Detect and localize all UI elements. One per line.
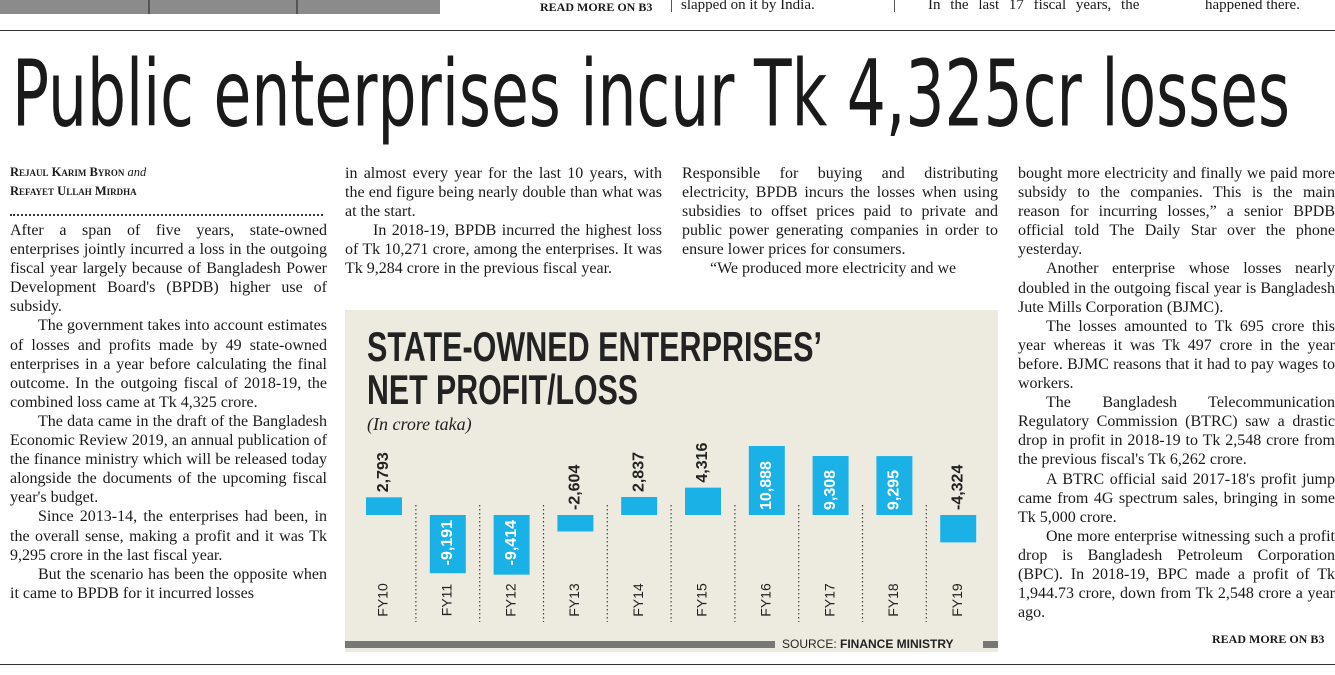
strip-text: happened there. bbox=[1205, 0, 1300, 13]
bar bbox=[493, 515, 530, 575]
chart-title: STATE-OWNED ENTERPRISES’ bbox=[367, 323, 822, 370]
bar bbox=[812, 456, 849, 515]
x-tick-label: FY12 bbox=[502, 583, 518, 617]
bar bbox=[685, 487, 721, 515]
paragraph: The data came in the draft of the Bangla… bbox=[10, 412, 327, 507]
value-label: 10,888 bbox=[758, 461, 775, 510]
author: Refayet Ullah Mirdha bbox=[10, 184, 137, 198]
chart-subtitle: (In crore taka) bbox=[367, 414, 472, 435]
value-label: 4,316 bbox=[694, 443, 711, 483]
column: Responsible for buying and distributing … bbox=[682, 164, 998, 304]
paragraph: bought more electricity and finally we p… bbox=[1018, 165, 1335, 259]
separator: | bbox=[670, 0, 674, 13]
paragraph: in almost every year for the last 10 yea… bbox=[345, 165, 662, 221]
value-label: -9,191 bbox=[439, 520, 456, 565]
source-bar bbox=[345, 641, 775, 648]
x-tick-label: FY10 bbox=[375, 583, 391, 617]
paragraph: A BTRC official said 2017-18's profit ju… bbox=[1018, 470, 1335, 526]
headline: Public enterprises incur Tk 4,325cr loss… bbox=[12, 40, 1290, 147]
source-label: SOURCE: bbox=[782, 637, 837, 651]
strip-text: In the last 17 fiscal years, the bbox=[928, 0, 1140, 13]
read-more: READ MORE ON B3 bbox=[540, 0, 653, 14]
value-label: 2,837 bbox=[630, 452, 647, 492]
byline: Rejaul Karim Byron and Refayet Ullah Mir… bbox=[10, 163, 146, 201]
paragraph: Another enterprise whose losses nearly d… bbox=[1018, 260, 1335, 316]
x-tick-label: FY14 bbox=[630, 583, 646, 617]
paragraph: “We produced more electricity and we bbox=[710, 260, 957, 278]
separator: | bbox=[893, 0, 897, 13]
source: FINANCE MINISTRY bbox=[840, 637, 954, 651]
bar bbox=[876, 456, 913, 515]
paragraph: After a span of five years, state-owned … bbox=[10, 222, 327, 316]
bar bbox=[429, 515, 466, 574]
x-tick-label: FY18 bbox=[885, 583, 901, 617]
x-tick-label: FY11 bbox=[439, 584, 455, 617]
paragraph: The losses amounted to Tk 695 crore this… bbox=[1018, 317, 1335, 393]
x-tick-label: FY13 bbox=[566, 583, 582, 617]
chart: STATE-OWNED ENTERPRISES’ NET PROFIT/LOSS… bbox=[345, 310, 998, 652]
column: bought more electricity and finally we p… bbox=[1018, 164, 1335, 634]
strip-text: slapped on it by India. bbox=[681, 0, 815, 13]
x-tick-label: FY19 bbox=[949, 583, 965, 617]
x-tick-label: FY15 bbox=[694, 583, 710, 617]
photo-strip bbox=[0, 0, 440, 14]
paragraph: The Bangladesh Telecommunication Regulat… bbox=[1018, 394, 1335, 469]
bar bbox=[557, 515, 594, 532]
paragraph: The government takes into account estima… bbox=[10, 317, 327, 411]
value-label: 9,295 bbox=[886, 470, 903, 510]
value-label: 2,793 bbox=[375, 452, 392, 492]
x-tick-label: FY17 bbox=[821, 583, 837, 617]
paragraph: But the scenario has been the opposite w… bbox=[10, 565, 327, 602]
value-label: -2,604 bbox=[567, 465, 584, 510]
paragraph: One more enterprise witnessing such a pr… bbox=[1018, 527, 1335, 622]
chart-title: NET PROFIT/LOSS bbox=[367, 366, 638, 413]
author: Rejaul Karim Byron bbox=[10, 165, 125, 179]
bar bbox=[366, 497, 402, 515]
value-label: 9,308 bbox=[822, 470, 839, 510]
paragraph: In 2018-19, BPDB incurred the highest lo… bbox=[345, 222, 662, 278]
value-label: -9,414 bbox=[503, 520, 520, 565]
byline-joiner: and bbox=[127, 165, 147, 179]
bar bbox=[621, 497, 658, 515]
read-more: READ MORE ON B3 bbox=[1212, 632, 1325, 646]
byline-rule bbox=[10, 214, 323, 216]
source-bar bbox=[983, 641, 998, 648]
rule bbox=[0, 664, 1335, 665]
value-label: -4,324 bbox=[949, 465, 966, 510]
headline-box: Public enterprises incur Tk 4,325cr loss… bbox=[12, 40, 1290, 147]
column: in almost every year for the last 10 yea… bbox=[345, 164, 662, 304]
rule bbox=[0, 30, 1335, 31]
bar bbox=[940, 515, 977, 543]
paragraph: Since 2013-14, the enterprises had been,… bbox=[10, 508, 327, 564]
x-tick-label: FY16 bbox=[758, 583, 774, 617]
paragraph: Responsible for buying and distributing … bbox=[682, 165, 998, 259]
column: After a span of five years, state-owned … bbox=[10, 221, 327, 651]
bar bbox=[748, 446, 785, 515]
